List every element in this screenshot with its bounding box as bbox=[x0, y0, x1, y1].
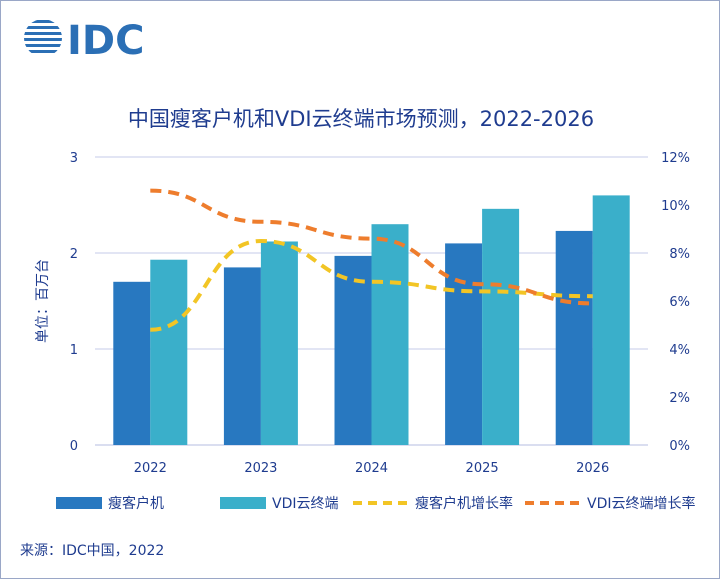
idc-logo: IDC bbox=[23, 17, 163, 64]
globe-icon bbox=[24, 20, 62, 53]
chart-title: 中国瘦客户机和VDI云终端市场预测，2022-2026 bbox=[127, 107, 595, 131]
logo-text: IDC bbox=[67, 18, 144, 59]
source-note: 来源：IDC中国，2022 bbox=[20, 543, 165, 559]
